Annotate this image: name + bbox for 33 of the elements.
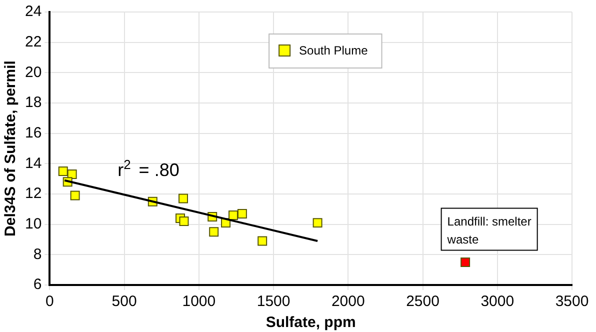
point: [228, 210, 238, 220]
x-tick-label: 1500: [256, 293, 290, 310]
legend-label: South Plume: [299, 43, 368, 58]
x-tick-label: 3000: [480, 293, 514, 310]
point: [58, 166, 68, 176]
y-tick-label: 8: [33, 246, 42, 263]
point: [237, 208, 247, 218]
point: [178, 194, 188, 204]
point: [179, 216, 189, 226]
x-tick-label: 3500: [555, 293, 589, 310]
y-tick-label: 20: [24, 64, 42, 81]
point: [460, 258, 470, 267]
point: [312, 218, 322, 228]
point: [209, 227, 219, 237]
y-tick-label: 22: [24, 33, 42, 50]
y-tick-label: 18: [24, 94, 42, 112]
x-tick-label: 0: [46, 293, 54, 310]
y-tick-label: 10: [24, 215, 42, 232]
y-tick-label: 6: [33, 276, 42, 294]
x-tick-label: 2500: [406, 293, 440, 310]
x-tick-label: 500: [112, 293, 137, 310]
x-tick-label: 1000: [182, 293, 216, 310]
x-axis-title: Sulfate, ppm: [266, 314, 356, 332]
y-tick-label: 12: [24, 185, 42, 202]
point: [258, 236, 268, 246]
point: [70, 190, 80, 200]
y-axis-title: Del34S of Sulfate, permil: [2, 60, 20, 236]
y-tick-label: 24: [24, 3, 42, 20]
point: [67, 170, 77, 180]
annotation: Landfill: smelter waste: [446, 214, 532, 246]
y-tick-label: 16: [24, 124, 42, 142]
y-tick-label: 14: [24, 154, 42, 172]
x-tick-label: 2000: [331, 293, 365, 310]
